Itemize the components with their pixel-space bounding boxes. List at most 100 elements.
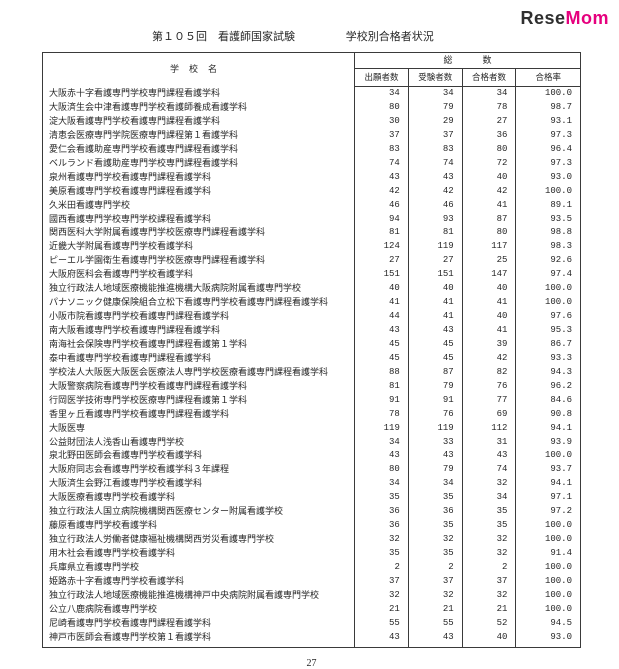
cell-examinees: 27 xyxy=(408,254,462,268)
table-row: 神戸市医師会看護専門学校第１看護学科43434093.0 xyxy=(43,631,581,647)
cell-school: 久米田看護専門学校 xyxy=(43,199,355,213)
document-page: 第１０５回 看護師国家試験 学校別合格者状況 学校名 総数 出願者数 受験者数 … xyxy=(0,0,619,669)
table-row: 大阪警察病院看護専門学校看護専門課程看護学科81797696.2 xyxy=(43,380,581,394)
cell-applicants: 27 xyxy=(355,254,409,268)
cell-passed: 40 xyxy=(462,310,516,324)
table-row: ベルランド看護助産専門学校専門課程看護学科74747297.3 xyxy=(43,157,581,171)
cell-passrate: 97.6 xyxy=(516,310,581,324)
table-row: 学校法人大阪医大阪医会医療法人専門学校医療看護専門課程看護学科88878294.… xyxy=(43,366,581,380)
table-row: 香里ヶ丘看護専門学校看護専門課程看護学科78766990.8 xyxy=(43,408,581,422)
cell-passrate: 94.5 xyxy=(516,617,581,631)
header-group-total: 総数 xyxy=(355,53,581,69)
table-row: 泉北野田医師会看護専門学校看護学科434343100.0 xyxy=(43,449,581,463)
cell-applicants: 34 xyxy=(355,436,409,450)
cell-applicants: 30 xyxy=(355,115,409,129)
cell-passed: 80 xyxy=(462,226,516,240)
cell-passrate: 84.6 xyxy=(516,394,581,408)
table-row: 独立行政法人地域医療機能推進機構大阪病院附属看護専門学校404040100.0 xyxy=(43,282,581,296)
cell-school: 姫路赤十字看護専門学校看護学科 xyxy=(43,575,355,589)
cell-applicants: 74 xyxy=(355,157,409,171)
cell-examinees: 43 xyxy=(408,631,462,647)
table-row: 行岡医学技術専門学校医療専門課程看護第１学科91917784.6 xyxy=(43,394,581,408)
watermark-logo: ReseMom xyxy=(520,8,609,29)
cell-applicants: 119 xyxy=(355,422,409,436)
cell-school: 独立行政法人労働者健康福祉機構関西労災看護専門学校 xyxy=(43,533,355,547)
cell-passrate: 100.0 xyxy=(516,533,581,547)
cell-passrate: 94.1 xyxy=(516,477,581,491)
cell-passed: 43 xyxy=(462,449,516,463)
cell-school: 大阪警察病院看護専門学校看護専門課程看護学科 xyxy=(43,380,355,394)
cell-school: 独立行政法人地域医療機能推進機構大阪病院附属看護専門学校 xyxy=(43,282,355,296)
cell-school: 公立八鹿病院看護専門学校 xyxy=(43,603,355,617)
cell-passed: 37 xyxy=(462,575,516,589)
cell-passed: 40 xyxy=(462,631,516,647)
cell-examinees: 43 xyxy=(408,171,462,185)
cell-examinees: 43 xyxy=(408,449,462,463)
cell-applicants: 2 xyxy=(355,561,409,575)
cell-passrate: 100.0 xyxy=(516,87,581,101)
cell-examinees: 35 xyxy=(408,491,462,505)
cell-passed: 41 xyxy=(462,296,516,310)
table-row: 美原看護専門学校看護専門課程看護学科424242100.0 xyxy=(43,185,581,199)
cell-applicants: 35 xyxy=(355,491,409,505)
cell-passrate: 93.0 xyxy=(516,171,581,185)
cell-applicants: 36 xyxy=(355,519,409,533)
cell-applicants: 41 xyxy=(355,296,409,310)
cell-school: 大阪済生会中津看護専門学校看護師養成看護学科 xyxy=(43,101,355,115)
cell-examinees: 45 xyxy=(408,352,462,366)
cell-passed: 87 xyxy=(462,213,516,227)
cell-applicants: 91 xyxy=(355,394,409,408)
cell-examinees: 40 xyxy=(408,282,462,296)
cell-school: 学校法人大阪医大阪医会医療法人専門学校医療看護専門課程看護学科 xyxy=(43,366,355,380)
cell-examinees: 45 xyxy=(408,338,462,352)
cell-school: 愛仁会看護助産専門学校看護専門課程看護学科 xyxy=(43,143,355,157)
table-row: 國西看護専門学校専門学校課程看護学科94938793.5 xyxy=(43,213,581,227)
cell-passrate: 95.3 xyxy=(516,324,581,338)
cell-school: 兵庫県立看護専門学校 xyxy=(43,561,355,575)
cell-passed: 76 xyxy=(462,380,516,394)
cell-school: 関西医科大学附属看護専門学校医療専門課程看護学科 xyxy=(43,226,355,240)
cell-passed: 78 xyxy=(462,101,516,115)
cell-examinees: 83 xyxy=(408,143,462,157)
cell-passrate: 97.1 xyxy=(516,491,581,505)
cell-school: 神戸市医師会看護専門学校第１看護学科 xyxy=(43,631,355,647)
cell-passrate: 91.4 xyxy=(516,547,581,561)
cell-passrate: 90.8 xyxy=(516,408,581,422)
cell-examinees: 76 xyxy=(408,408,462,422)
cell-examinees: 33 xyxy=(408,436,462,450)
cell-passrate: 100.0 xyxy=(516,185,581,199)
table-row: 兵庫県立看護専門学校222100.0 xyxy=(43,561,581,575)
cell-examinees: 34 xyxy=(408,477,462,491)
header-applicants: 出願者数 xyxy=(355,68,409,86)
table-row: 大阪医療看護専門学校看護学科35353497.1 xyxy=(43,491,581,505)
table-row: 用木社会看護専門学校看護学科35353291.4 xyxy=(43,547,581,561)
cell-applicants: 94 xyxy=(355,213,409,227)
title-right: 学校別合格者状況 xyxy=(346,31,434,43)
cell-passed: 74 xyxy=(462,463,516,477)
cell-school: 大阪赤十字看護専門学校専門課程看護学科 xyxy=(43,87,355,101)
cell-school: 南海社会保険専門学校看護専門課程看護第１学科 xyxy=(43,338,355,352)
cell-school: 大阪府医科会看護専門学校看護学科 xyxy=(43,268,355,282)
table-row: 清恵会医療専門学院医療専門課程第１看護学科37373697.3 xyxy=(43,129,581,143)
cell-examinees: 79 xyxy=(408,380,462,394)
cell-applicants: 45 xyxy=(355,338,409,352)
cell-passrate: 97.4 xyxy=(516,268,581,282)
cell-passed: 27 xyxy=(462,115,516,129)
cell-school: 美原看護専門学校看護専門課程看護学科 xyxy=(43,185,355,199)
cell-school: 大阪医専 xyxy=(43,422,355,436)
cell-passrate: 94.1 xyxy=(516,422,581,436)
cell-passed: 41 xyxy=(462,324,516,338)
cell-applicants: 35 xyxy=(355,547,409,561)
cell-passed: 80 xyxy=(462,143,516,157)
table-row: パナソニック健康保険組合立松下看護専門学校看護専門課程看護学科414141100… xyxy=(43,296,581,310)
table-row: 大阪赤十字看護専門学校専門課程看護学科343434100.0 xyxy=(43,87,581,101)
cell-passrate: 98.7 xyxy=(516,101,581,115)
cell-applicants: 37 xyxy=(355,575,409,589)
cell-examinees: 37 xyxy=(408,575,462,589)
cell-passrate: 93.0 xyxy=(516,631,581,647)
table-row: 尼崎看護専門学校看護専門課程看護学科55555294.5 xyxy=(43,617,581,631)
table-row: 南海社会保険専門学校看護専門課程看護第１学科45453986.7 xyxy=(43,338,581,352)
cell-passed: 42 xyxy=(462,352,516,366)
cell-passrate: 100.0 xyxy=(516,561,581,575)
cell-passed: 77 xyxy=(462,394,516,408)
